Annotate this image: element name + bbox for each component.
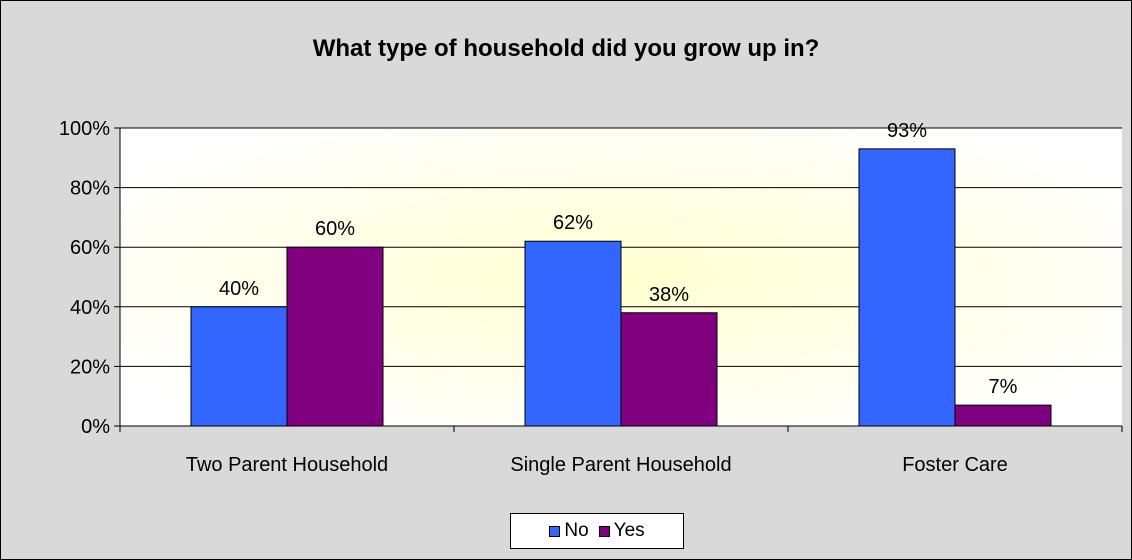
y-tick-label: 100% — [59, 118, 110, 140]
y-tick-label: 60% — [70, 237, 110, 259]
data-label: 60% — [315, 218, 355, 240]
legend-item: No — [549, 520, 589, 542]
legend-item: Yes — [598, 520, 645, 542]
y-tick-label: 0% — [81, 416, 110, 438]
y-tick-label: 40% — [70, 297, 110, 319]
x-category-label: Foster Care — [902, 454, 1008, 476]
x-category-label: Two Parent Household — [186, 454, 388, 476]
legend-swatch — [549, 525, 561, 537]
legend-label: Yes — [613, 520, 645, 541]
data-label: 62% — [553, 212, 593, 234]
bar-yes — [620, 312, 718, 427]
legend: No Yes — [510, 513, 684, 549]
y-tick-label: 80% — [70, 178, 110, 200]
data-label: 7% — [989, 376, 1018, 398]
x-category-label: Single Parent Household — [510, 454, 731, 476]
bar-no — [190, 306, 288, 427]
y-tick-label: 20% — [70, 356, 110, 378]
bar-no — [524, 240, 622, 427]
legend-swatch — [598, 525, 610, 537]
bar-yes — [286, 246, 384, 427]
bar-no — [858, 148, 956, 427]
data-label: 38% — [649, 284, 689, 306]
bar-yes — [954, 404, 1052, 427]
chart-title: What type of household did you grow up i… — [312, 35, 820, 62]
data-label: 40% — [219, 278, 259, 300]
legend-label: No — [564, 520, 589, 541]
data-label: 93% — [887, 120, 927, 142]
